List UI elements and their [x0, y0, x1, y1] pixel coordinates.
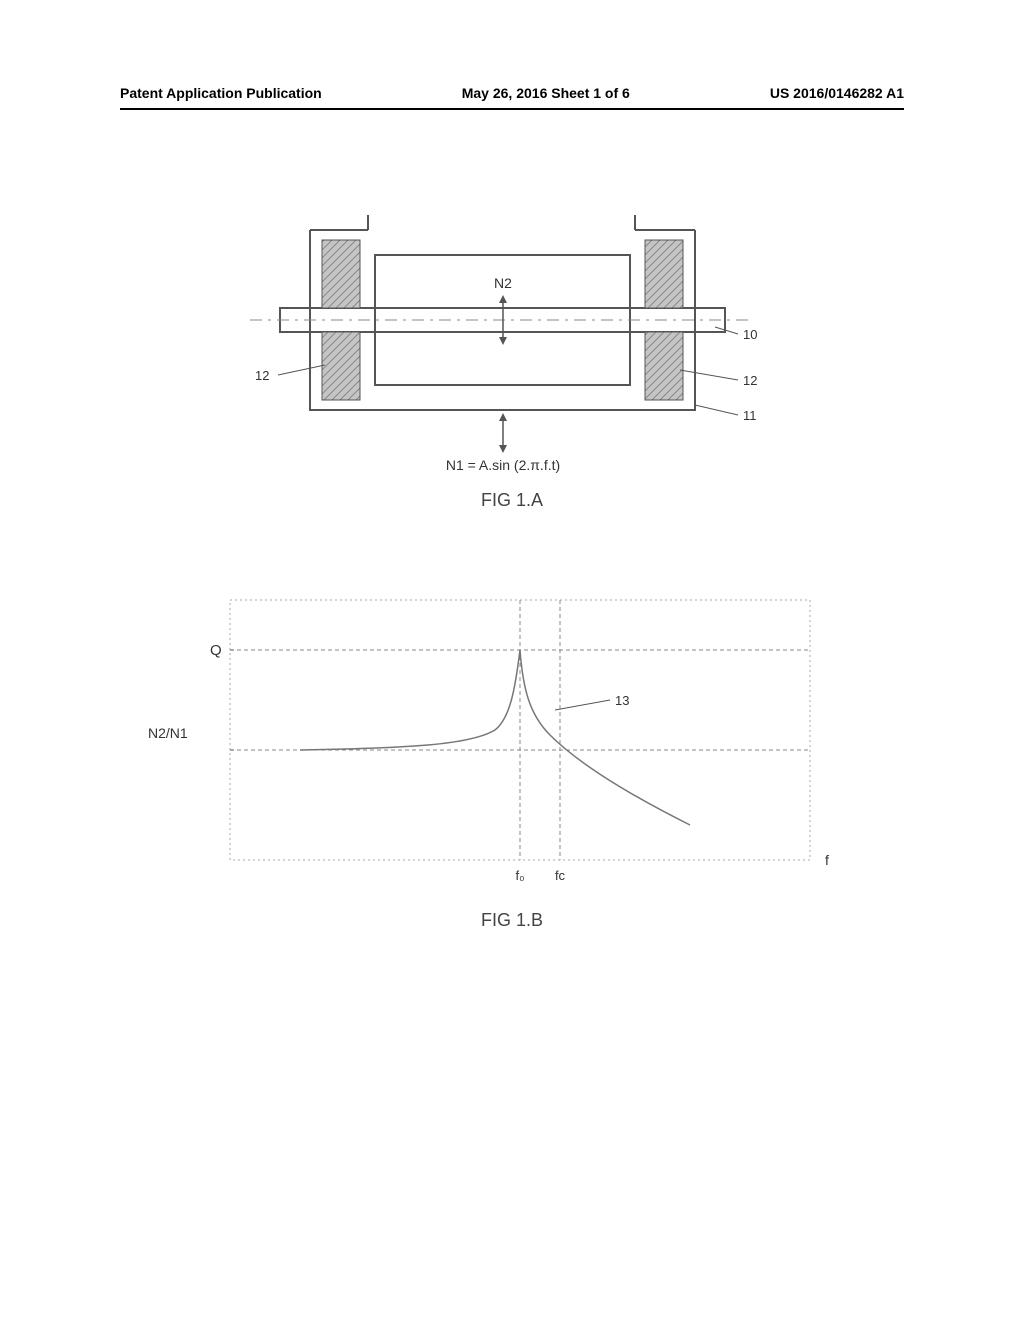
ref-11: 11 [743, 408, 757, 423]
header-right: US 2016/0146282 A1 [770, 85, 904, 101]
figure-1b: 13 Q f f₀ fc [220, 590, 860, 890]
fig1a-svg: N2 N1 = A.sin (2.π.f.t) 10 12 11 12 [260, 200, 740, 480]
fig1b-caption: FIG 1.B [481, 910, 543, 931]
f0-label: f₀ [515, 868, 524, 883]
q-label: Q [210, 642, 222, 659]
ref-10: 10 [743, 327, 757, 342]
n2-label: N2 [494, 275, 512, 291]
ref-12-right: 12 [743, 373, 757, 388]
n1-formula: N1 = A.sin (2.π.f.t) [446, 457, 560, 473]
fig1a-caption: FIG 1.A [481, 490, 543, 511]
n2n1-axis-label: N2/N1 [148, 725, 188, 741]
fig1b-svg: 13 Q f f₀ fc [220, 590, 860, 890]
header-center: May 26, 2016 Sheet 1 of 6 [462, 85, 630, 101]
header-rule [120, 108, 904, 110]
ref-13: 13 [615, 693, 629, 708]
page-header: Patent Application Publication May 26, 2… [0, 85, 1024, 101]
figure-1a: N2 N1 = A.sin (2.π.f.t) 10 12 11 12 [260, 200, 740, 480]
header-left: Patent Application Publication [120, 85, 322, 101]
fc-label: fc [555, 868, 566, 883]
ref-12-left: 12 [255, 368, 269, 383]
f-axis-label: f [825, 852, 829, 868]
